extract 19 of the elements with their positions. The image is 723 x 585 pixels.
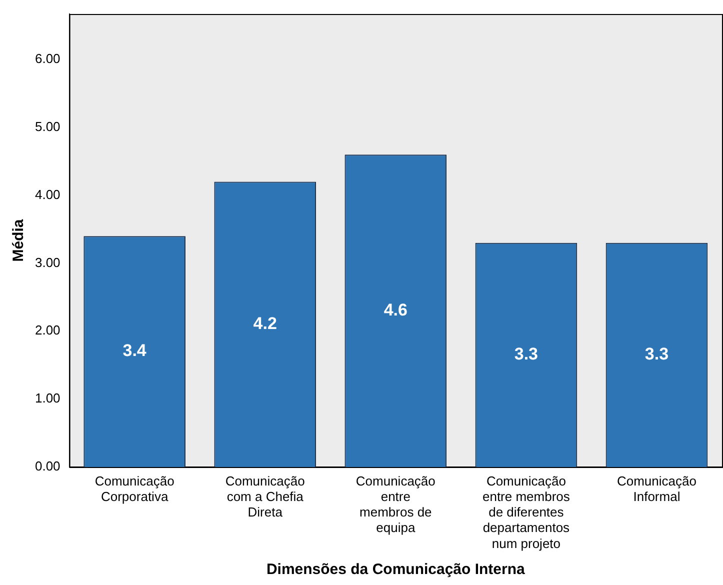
- y-tick-label: 4.00: [34, 186, 60, 202]
- data-label: 3.3: [514, 344, 538, 364]
- x-tick-label: Comunicação entre membros de equipa: [356, 473, 436, 536]
- x-tick-label: Comunicação com a Chefia Direta: [225, 473, 305, 520]
- y-tick-label: 2.00: [34, 322, 60, 338]
- y-tick-label: 6.00: [34, 51, 60, 66]
- y-tick-label: 5.00: [34, 119, 60, 134]
- y-tick-label: 1.00: [34, 390, 60, 406]
- y-axis-title: Média: [10, 218, 28, 262]
- x-tick-label: Comunicação entre membros de diferentes departamentos num projeto: [482, 473, 570, 551]
- data-label: 4.2: [253, 314, 277, 334]
- y-tick-label: 0.00: [34, 458, 60, 474]
- x-tick-label: Comunicação Corporativa: [94, 473, 174, 504]
- x-axis-title: Dimensões da Comunicação Interna: [266, 561, 526, 578]
- data-label: 3.3: [644, 344, 669, 364]
- data-label: 4.6: [384, 300, 408, 320]
- data-label: 3.4: [122, 341, 147, 360]
- x-tick-label: Comunicação Informal: [616, 473, 696, 504]
- y-tick-label: 3.00: [34, 254, 60, 270]
